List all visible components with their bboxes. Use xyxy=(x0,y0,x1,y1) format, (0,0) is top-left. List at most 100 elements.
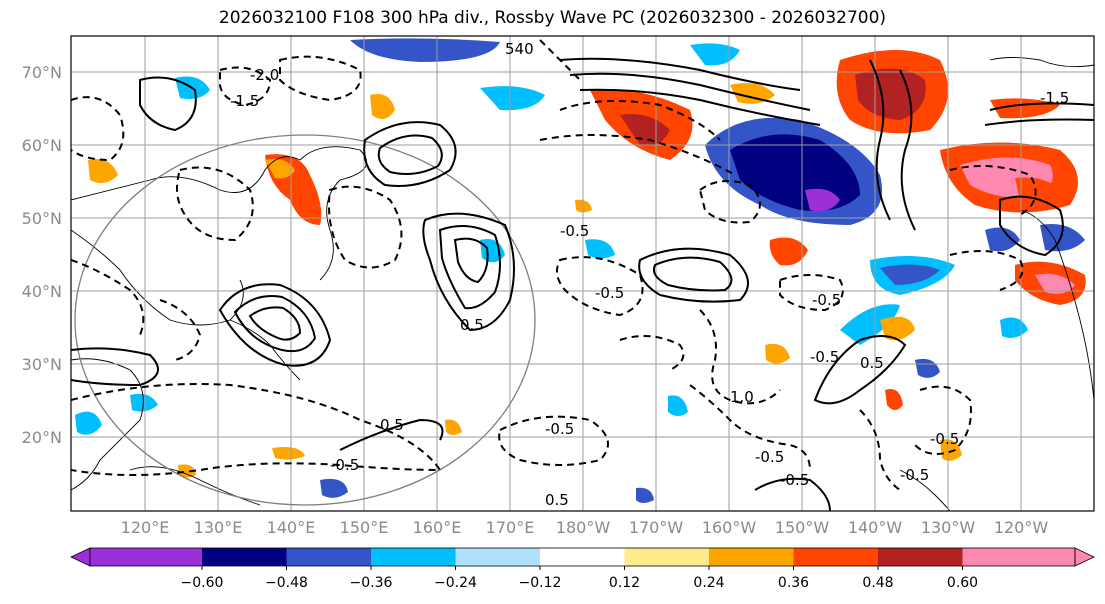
lon-label: 170°W xyxy=(629,518,684,537)
colorbar-tick-label: −0.36 xyxy=(350,575,393,591)
positive-anomaly xyxy=(265,158,295,179)
positive-anomaly xyxy=(445,419,462,435)
negative-anomaly xyxy=(320,478,348,498)
contour-labels: -0.5 -0.5 -0.5 -0.5 -0.5 -0.5 -0.5 -0.5 … xyxy=(230,40,1069,509)
lon-label: 130°W xyxy=(921,518,976,537)
colorbar-segment xyxy=(624,548,709,566)
negative-anomaly xyxy=(985,227,1020,252)
lat-label: 40°N xyxy=(22,282,62,301)
colorbar-tick-label: −0.24 xyxy=(434,575,477,591)
positive-contours xyxy=(71,57,1094,511)
colorbar-segment xyxy=(371,548,456,566)
positive-anomaly xyxy=(88,159,118,184)
colorbar-tick-label: 0.24 xyxy=(693,575,724,591)
contour-label: 0.5 xyxy=(860,354,884,372)
positive-anomaly xyxy=(940,439,962,461)
negative-anomaly xyxy=(1040,224,1085,252)
colorbar-tick-label: −0.60 xyxy=(181,575,224,591)
colorbar: −0.60 −0.48 −0.36 −0.24 −0.12 0.12 0.24 0.36 0.4… xyxy=(70,547,1095,591)
negative-anomaly xyxy=(690,43,740,66)
colorbar-outline xyxy=(89,547,1076,567)
contour-label: 0.5 xyxy=(380,416,404,434)
positive-anomaly xyxy=(178,464,196,478)
positive-anomaly xyxy=(1015,177,1060,202)
lon-label: 170°E xyxy=(486,518,535,537)
map-border xyxy=(70,35,1095,512)
positive-anomaly xyxy=(769,237,808,266)
lat-label: 70°N xyxy=(22,63,62,82)
contour-label: 0.5 xyxy=(545,491,569,509)
lon-label: 120°W xyxy=(994,518,1049,537)
negative-anomaly xyxy=(668,395,688,416)
colorbar-segment xyxy=(455,548,540,566)
contour-label: 540 xyxy=(505,40,534,58)
colorbar-segment xyxy=(962,548,1075,566)
lon-label: 120°E xyxy=(121,518,170,537)
contour-label: -2.0 xyxy=(250,66,279,84)
colorbar-extend-min xyxy=(70,547,91,567)
lon-label: 160°E xyxy=(413,518,462,537)
positive-anomaly xyxy=(1035,273,1075,294)
positive-anomaly xyxy=(272,447,305,460)
colorbar-tick-label: −0.12 xyxy=(519,575,562,591)
contour-label: -0.5 xyxy=(930,430,959,448)
colorbar-tick-label: −0.48 xyxy=(265,575,308,591)
positive-anomaly xyxy=(765,343,790,364)
lon-label: 140°E xyxy=(267,518,316,537)
colorbar-segment xyxy=(540,548,625,566)
colorbar-segment xyxy=(202,548,287,566)
colorbar-tick-label: 0.60 xyxy=(947,575,978,591)
contour-label: 0.5 xyxy=(460,316,484,334)
lon-label: 150°W xyxy=(775,518,830,537)
map-title: 2026032100 F108 300 hPa div., Rossby Wav… xyxy=(218,8,887,28)
contour-label: -0.5 xyxy=(330,456,359,474)
positive-anomaly xyxy=(730,82,775,104)
negative-anomaly xyxy=(480,86,545,111)
colorbar-tick-label: 0.48 xyxy=(862,575,893,591)
negative-anomaly xyxy=(880,264,940,285)
lat-label: 60°N xyxy=(22,136,62,155)
contour-label: -0.5 xyxy=(810,348,839,366)
colorbar-extend-max xyxy=(1074,547,1095,567)
lon-label: 140°W xyxy=(848,518,903,537)
lon-label: 130°E xyxy=(194,518,243,537)
colorbar-segment xyxy=(793,548,878,566)
colorbar-segment xyxy=(90,548,202,566)
positive-anomaly xyxy=(370,94,395,119)
negative-anomaly xyxy=(75,411,102,435)
colorbar-segment xyxy=(286,548,371,566)
contour-label: -0.5 xyxy=(812,291,841,309)
negative-contours xyxy=(71,39,1037,491)
negative-anomaly xyxy=(805,188,840,212)
negative-anomaly xyxy=(585,239,615,259)
longitude-labels: 120°E 130°E 140°E 150°E 160°E 170°E 180°… xyxy=(121,518,1049,537)
lon-label: 160°W xyxy=(702,518,757,537)
contour-label: -0.5 xyxy=(780,471,809,489)
negative-anomaly xyxy=(840,304,900,345)
colorbar-segment xyxy=(878,548,963,566)
positive-anomaly xyxy=(880,316,915,341)
positive-anomaly xyxy=(620,114,670,146)
lat-label: 50°N xyxy=(22,209,62,228)
colorbar-tick-label: 0.36 xyxy=(778,575,809,591)
range-circle xyxy=(74,134,536,506)
contour-label: -1.5 xyxy=(1040,89,1069,107)
lon-label: 150°E xyxy=(340,518,389,537)
colorbar-segment xyxy=(709,548,794,566)
latitude-labels: 70°N 60°N 50°N 40°N 30°N 20°N xyxy=(22,63,62,447)
lat-label: 20°N xyxy=(22,428,62,447)
negative-anomaly xyxy=(636,487,654,503)
positive-anomaly xyxy=(885,389,903,410)
contour-label: -0.5 xyxy=(755,448,784,466)
negative-anomaly xyxy=(350,38,500,62)
lon-label: 180°W xyxy=(556,518,611,537)
contour-label: 1.0 xyxy=(730,388,754,406)
lat-label: 30°N xyxy=(22,355,62,374)
positive-anomaly xyxy=(855,68,926,120)
map-content: -0.5 -0.5 -0.5 -0.5 -0.5 -0.5 -0.5 -0.5 … xyxy=(71,36,1094,511)
colorbar-tick-label: 0.12 xyxy=(609,575,640,591)
contour-label: -0.5 xyxy=(545,420,574,438)
negative-anomaly xyxy=(130,393,158,412)
contour-label: -1.5 xyxy=(230,92,259,110)
